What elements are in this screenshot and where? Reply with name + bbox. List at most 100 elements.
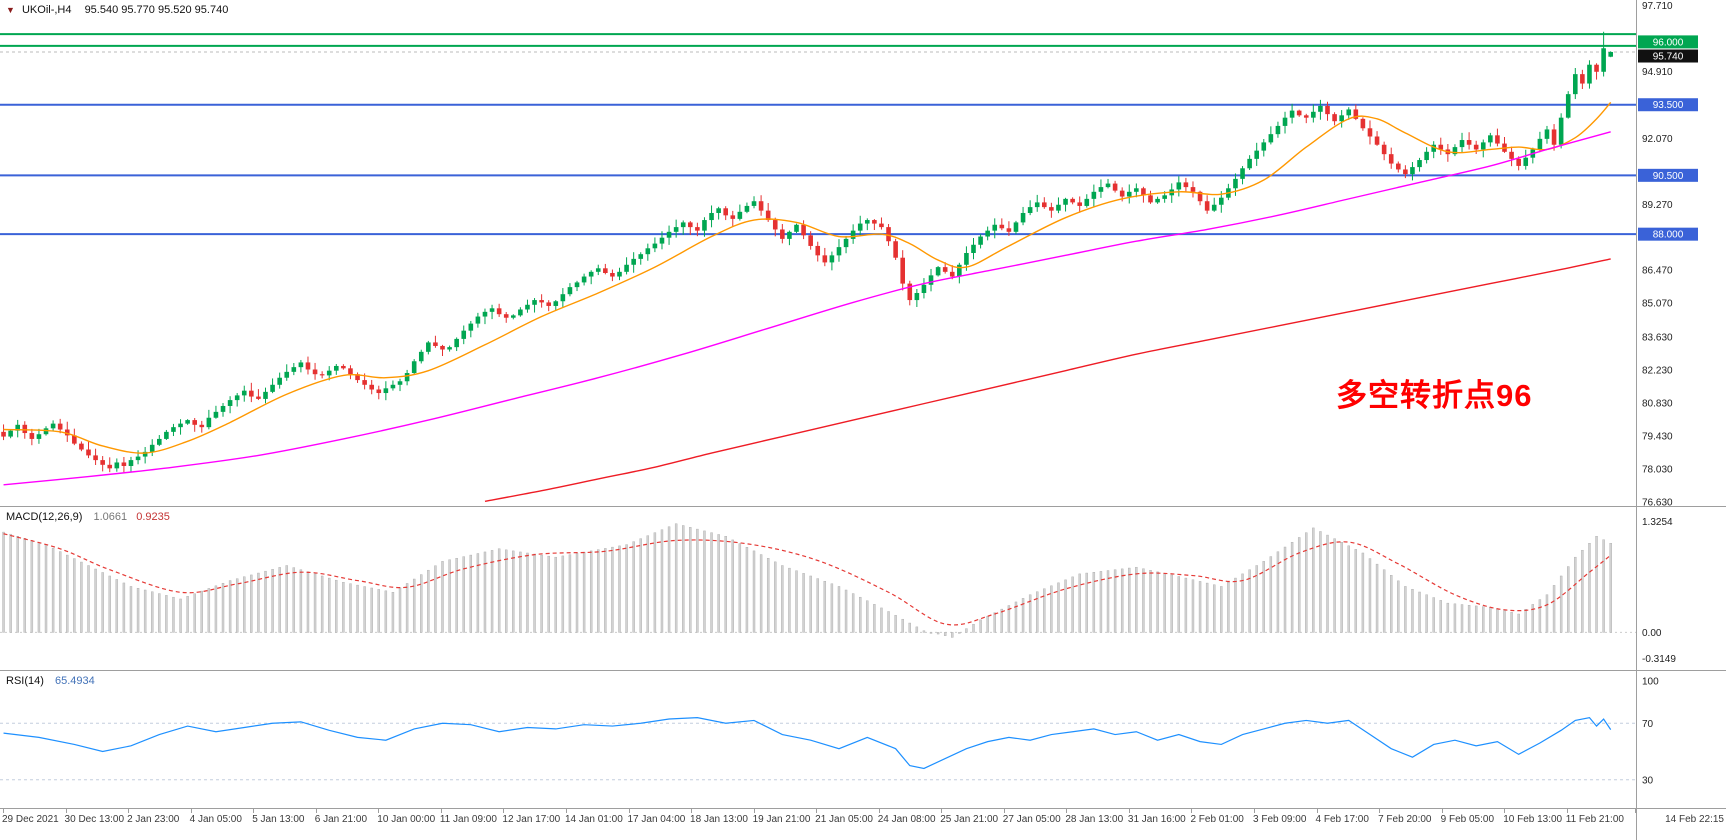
svg-text:97.710: 97.710 xyxy=(1642,1,1673,12)
rsi-panel: RSI(14) 65.4934 100 70 30 xyxy=(0,670,1726,808)
svg-text:76.630: 76.630 xyxy=(1642,497,1673,506)
symbol-timeframe-label: UKOil-,H4 xyxy=(21,4,72,16)
macd-panel: MACD(12,26,9) 1.0661 0.9235 1.3254 0.00 -0… xyxy=(0,506,1726,670)
main-price-panel: ▼ UKOil-,H4 95.540 95.770 95.520 95.740 … xyxy=(0,0,1726,506)
time-tick xyxy=(190,809,192,813)
svg-text:0.00: 0.00 xyxy=(1642,628,1662,639)
time-tick xyxy=(315,809,317,813)
time-label: 11 Jan 09:00 xyxy=(439,814,497,825)
rsi-line xyxy=(3,716,1612,770)
macd-scale-labels[interactable]: 1.3254 0.00 -0.3149 xyxy=(1642,517,1676,665)
time-label: 2 Jan 23:00 xyxy=(127,814,180,825)
macd-signal-value: 0.9235 xyxy=(136,511,170,523)
time-label: 30 Dec 13:00 xyxy=(64,814,125,825)
macd-label: MACD(12,26,9) 1.0661 0.9235 xyxy=(6,511,170,523)
ma-fast-line xyxy=(3,101,1612,454)
time-label: 10 Feb 13:00 xyxy=(1503,814,1563,825)
time-label: 11 Feb 21:00 xyxy=(1565,814,1624,825)
svg-text:86.470: 86.470 xyxy=(1642,266,1673,277)
macd-chart-area[interactable]: 1.3254 0.00 -0.3149 xyxy=(0,507,1726,670)
horizontal-level-lines[interactable] xyxy=(0,33,1636,236)
svg-text:100: 100 xyxy=(1642,676,1659,687)
time-label: 2 Feb 01:00 xyxy=(1190,814,1244,825)
time-tick xyxy=(378,809,380,813)
time-tick xyxy=(628,809,630,813)
time-label: 12 Jan 17:00 xyxy=(502,814,561,825)
time-tick xyxy=(65,809,67,813)
time-tick xyxy=(503,809,505,813)
time-label: 25 Jan 21:00 xyxy=(940,814,999,825)
time-label: 18 Jan 13:00 xyxy=(690,814,748,825)
svg-text:92.070: 92.070 xyxy=(1642,134,1673,145)
time-tick xyxy=(3,809,4,813)
time-label: 6 Jan 21:00 xyxy=(314,814,368,825)
svg-text:82.230: 82.230 xyxy=(1642,365,1673,376)
time-tick xyxy=(1003,809,1005,813)
time-label: 17 Jan 04:00 xyxy=(627,814,686,825)
time-tick xyxy=(1379,809,1381,813)
time-tick xyxy=(1566,809,1568,813)
svg-text:79.430: 79.430 xyxy=(1642,431,1673,442)
svg-text:30: 30 xyxy=(1642,775,1654,786)
rsi-scale-labels[interactable]: 100 70 30 xyxy=(1642,676,1659,786)
price-scale-separator[interactable] xyxy=(1636,0,1637,840)
time-label: 28 Jan 13:00 xyxy=(1065,814,1124,825)
time-label: 29 Dec 2021 xyxy=(2,814,59,825)
time-tick xyxy=(1128,809,1130,813)
svg-text:95.740: 95.740 xyxy=(1653,52,1684,63)
ma-slow-line xyxy=(484,258,1611,502)
time-label: 4 Jan 05:00 xyxy=(189,814,242,825)
rsi-value: 65.4934 xyxy=(54,675,95,687)
svg-text:80.830: 80.830 xyxy=(1642,398,1673,409)
time-label: 7 Feb 20:00 xyxy=(1378,814,1432,825)
time-tick xyxy=(1441,809,1443,813)
price-scale-labels[interactable]: 97.710 94.910 92.070 89.270 86.470 85.070 83.6… xyxy=(1642,1,1673,506)
rsi-label: RSI(14) 65.4934 xyxy=(6,675,95,687)
svg-text:88.000: 88.000 xyxy=(1653,230,1684,241)
time-tick xyxy=(753,809,755,813)
time-tick xyxy=(1191,809,1193,813)
time-tick xyxy=(1635,809,1636,813)
svg-text:-0.3149: -0.3149 xyxy=(1642,654,1676,665)
time-label: 27 Jan 05:00 xyxy=(1002,814,1061,825)
candles-layer xyxy=(1,31,1613,473)
time-label: 9 Feb 05:00 xyxy=(1440,814,1495,825)
macd-signal-line xyxy=(3,533,1612,626)
time-tick xyxy=(1316,809,1318,813)
time-tick xyxy=(565,809,567,813)
time-label: 10 Jan 00:00 xyxy=(377,814,436,825)
time-tick xyxy=(440,809,442,813)
time-tick xyxy=(1504,809,1506,813)
time-label: 19 Jan 21:00 xyxy=(752,814,811,825)
time-label: 14 Jan 01:00 xyxy=(564,814,623,825)
candlestick-chart-area[interactable]: 97.710 94.910 92.070 89.270 86.470 85.070 83.6… xyxy=(0,0,1726,506)
time-tick xyxy=(1254,809,1255,813)
svg-text:94.910: 94.910 xyxy=(1642,67,1673,78)
svg-text:1.3254: 1.3254 xyxy=(1642,517,1673,528)
time-label: 3 Feb 09:00 xyxy=(1253,814,1307,825)
rsi-chart-area[interactable]: 100 70 30 xyxy=(0,671,1726,808)
time-tick xyxy=(253,809,255,813)
time-label: 24 Jan 08:00 xyxy=(877,814,936,825)
svg-text:96.000: 96.000 xyxy=(1653,37,1684,48)
macd-name: MACD(12,26,9) xyxy=(6,511,83,523)
time-tick xyxy=(691,809,693,813)
svg-text:70: 70 xyxy=(1642,719,1654,730)
time-label: 4 Feb 17:00 xyxy=(1315,814,1369,825)
macd-main-value: 1.0661 xyxy=(93,511,128,523)
chart-text-annotation: 多空转折点96 xyxy=(1336,378,1533,413)
ma-mid-line xyxy=(3,131,1611,486)
rsi-name: RSI(14) xyxy=(6,675,44,687)
svg-text:93.500: 93.500 xyxy=(1653,100,1684,111)
svg-text:78.030: 78.030 xyxy=(1642,464,1673,475)
time-label: 14 Feb 22:15 xyxy=(1665,814,1724,825)
time-tick xyxy=(878,809,880,813)
time-tick xyxy=(941,809,943,813)
rsi-level-lines xyxy=(0,722,1636,781)
time-label: 5 Jan 13:00 xyxy=(252,814,305,825)
time-axis[interactable]: 29 Dec 2021 30 Dec 13:00 2 Jan 23:00 4 Jan … xyxy=(0,808,1726,840)
time-label: 21 Jan 05:00 xyxy=(815,814,873,825)
macd-histogram xyxy=(2,523,1612,638)
symbol-dropdown-icon[interactable]: ▼ xyxy=(6,5,15,15)
